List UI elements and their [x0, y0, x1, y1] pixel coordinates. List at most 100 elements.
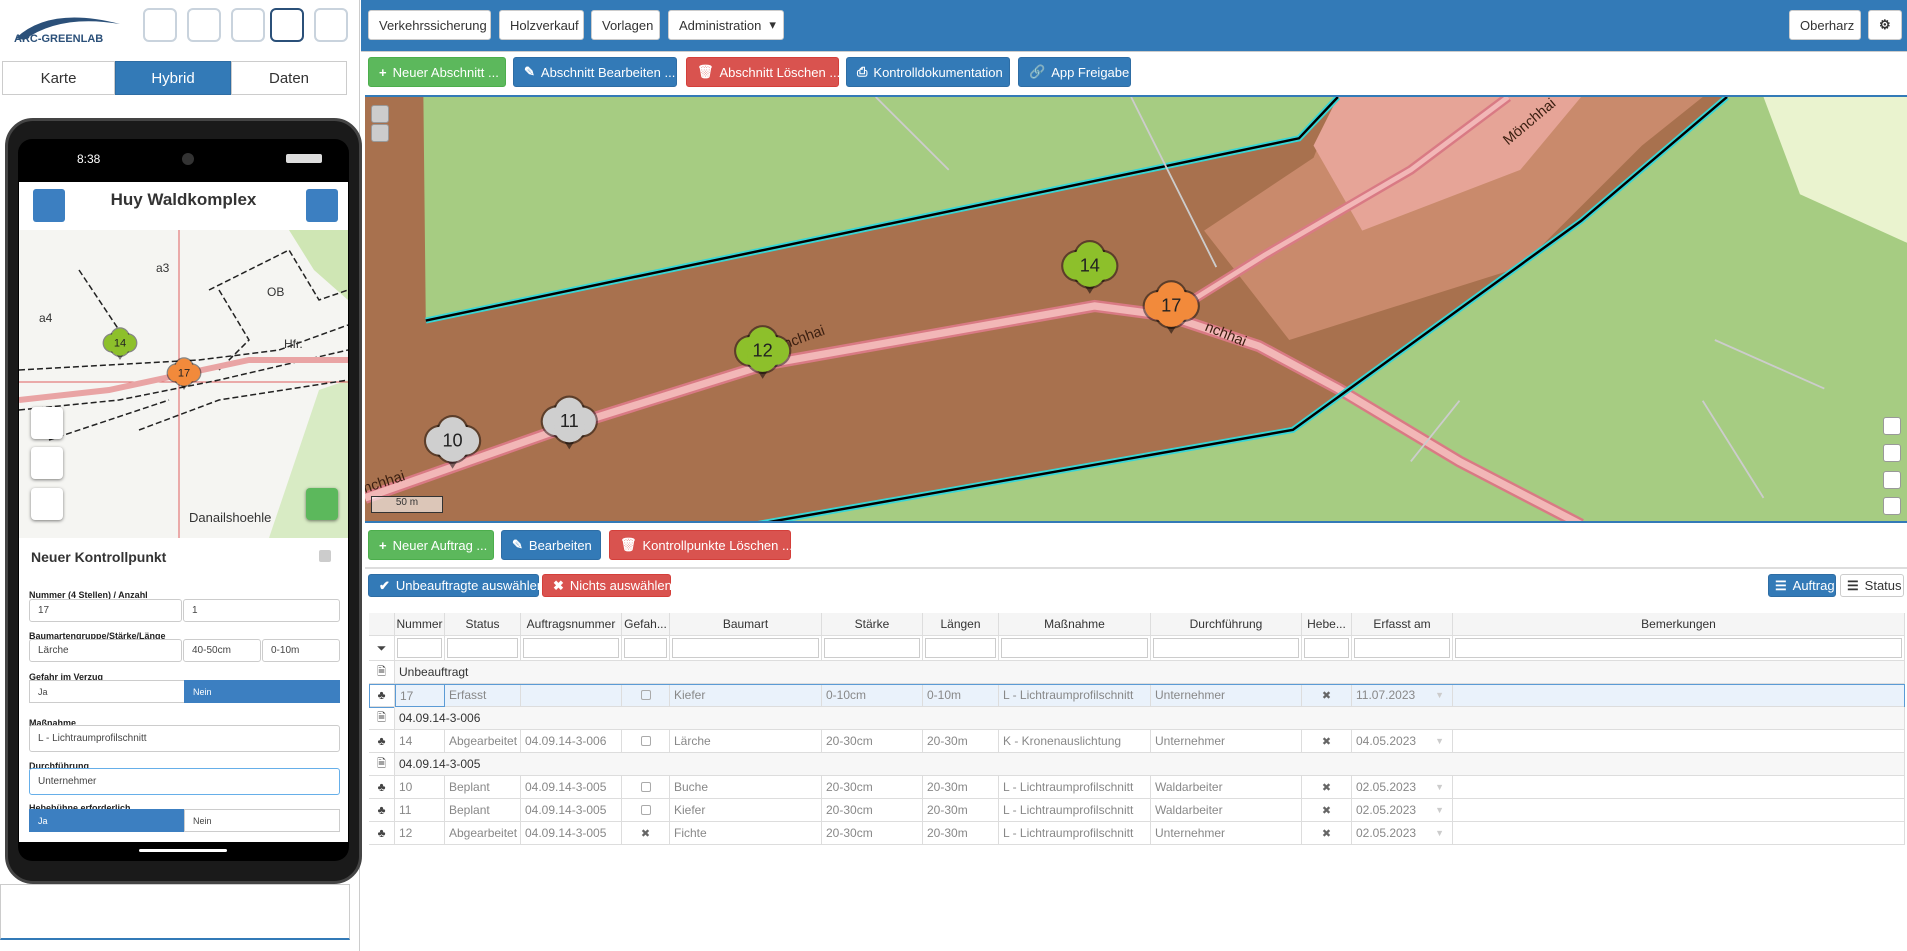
toolbar-button[interactable]: Abschnitt Löschen ... [686, 57, 840, 87]
close-button[interactable] [319, 550, 331, 562]
marker[interactable]: 17 [166, 357, 202, 390]
table-cell[interactable] [1302, 684, 1352, 707]
form-input[interactable]: Unternehmer [29, 768, 340, 795]
table-cell[interactable]: L - Lichtraumprofilschnitt [999, 776, 1151, 799]
table-cell[interactable]: Erfasst [445, 684, 521, 707]
toolbar-button[interactable]: Abschnitt Bearbeiten ... [513, 57, 677, 87]
table-cell[interactable]: 11.07.2023 [1352, 684, 1453, 707]
filter-input[interactable] [397, 638, 442, 658]
form-input[interactable]: 40-50cm [183, 639, 261, 662]
table-cell[interactable] [622, 776, 670, 799]
menu-button[interactable] [33, 189, 65, 222]
nav-button[interactable]: Verkehrssicherung [368, 10, 491, 40]
table-cell[interactable]: 11 [395, 799, 445, 822]
table-cell[interactable] [1302, 730, 1352, 753]
view-tab[interactable]: Daten [231, 61, 347, 95]
table-cell[interactable]: Fichte [670, 822, 822, 845]
form-input[interactable]: L - Lichtraumprofilschnitt [29, 725, 340, 752]
view-tab[interactable]: Hybrid [115, 61, 231, 95]
form-input[interactable]: 17 [29, 599, 182, 622]
filter-input[interactable] [1153, 638, 1299, 658]
module-button[interactable] [231, 8, 265, 42]
table-cell[interactable]: 20-30cm [822, 776, 923, 799]
toggle-option[interactable]: Ja [29, 680, 185, 703]
filter-input[interactable] [1354, 638, 1450, 658]
table-cell[interactable]: 04.05.2023 [1352, 730, 1453, 753]
map-tool[interactable] [1883, 497, 1901, 515]
filter-input[interactable] [1455, 638, 1902, 658]
map[interactable]: Mönchhai Mönchhai nchhai nchhai 14 17 12 11 10 5… [365, 95, 1907, 523]
table-cell[interactable] [622, 799, 670, 822]
table-cell[interactable] [1453, 822, 1905, 845]
table-cell[interactable]: Kiefer [670, 684, 822, 707]
marker[interactable]: 14 [102, 327, 138, 360]
filter-input[interactable] [1304, 638, 1349, 658]
filter-input[interactable] [824, 638, 920, 658]
action-button[interactable]: Kontrollpunkte Löschen ... [609, 530, 793, 560]
table-cell[interactable]: 20-30cm [822, 822, 923, 845]
toggle-option[interactable]: Nein [184, 809, 340, 832]
view-toggle[interactable]: Auftrag [1768, 574, 1836, 597]
table-cell[interactable] [622, 822, 670, 845]
table-cell[interactable] [1453, 776, 1905, 799]
table-cell[interactable]: 20-30m [923, 822, 999, 845]
nav-button[interactable]: Vorlagen [591, 10, 660, 40]
view-toggle[interactable]: Status [1840, 574, 1904, 597]
module-button[interactable] [187, 8, 221, 42]
table-cell[interactable]: 20-30cm [822, 799, 923, 822]
form-input[interactable]: 1 [183, 599, 340, 622]
map-tool[interactable] [1883, 444, 1901, 462]
table-cell[interactable]: Lärche [670, 730, 822, 753]
phone-map[interactable]: a3 a4 OB Hfr. Danailshoehle 14 17 [19, 230, 348, 538]
table-cell[interactable]: 12 [395, 822, 445, 845]
table-cell[interactable] [1453, 730, 1905, 753]
form-input[interactable]: Lärche [29, 639, 182, 662]
table-cell[interactable] [622, 684, 670, 707]
filter-input[interactable] [1001, 638, 1148, 658]
filter-input[interactable] [624, 638, 667, 658]
table-cell[interactable] [1453, 684, 1905, 707]
nav-button[interactable]: Administration [668, 10, 784, 40]
filter-input[interactable] [523, 638, 619, 658]
selection-button[interactable]: Nichts auswählen [542, 574, 672, 597]
table-cell[interactable]: 02.05.2023 [1352, 822, 1453, 845]
marker[interactable]: 12 [733, 325, 792, 379]
table-cell[interactable]: Beplant [445, 776, 521, 799]
table-cell[interactable] [1302, 776, 1352, 799]
filter-input[interactable] [447, 638, 518, 658]
marker[interactable]: 17 [1142, 280, 1200, 334]
add-button[interactable] [306, 488, 338, 520]
table-cell[interactable]: 02.05.2023 [1352, 776, 1453, 799]
toolbar-button[interactable]: App Freigabe [1018, 57, 1131, 87]
table-cell[interactable]: Unternehmer [1151, 822, 1302, 845]
table-cell[interactable]: 17 [395, 684, 445, 707]
map-tool[interactable] [1883, 417, 1901, 435]
table-cell[interactable]: K - Kronenauslichtung [999, 730, 1151, 753]
marker[interactable]: 10 [423, 414, 482, 469]
filter-input[interactable] [672, 638, 819, 658]
settings-button[interactable] [306, 189, 338, 222]
toggle-option[interactable]: Ja [29, 809, 185, 832]
filter-input[interactable] [925, 638, 996, 658]
map-control[interactable] [31, 447, 63, 479]
form-input[interactable]: 0-10m [262, 639, 340, 662]
table-cell[interactable]: 0-10m [923, 684, 999, 707]
table-cell[interactable]: Unternehmer [1151, 684, 1302, 707]
table-cell[interactable]: Waldarbeiter [1151, 776, 1302, 799]
selection-button[interactable]: Unbeauftragte auswählen [368, 574, 544, 597]
view-tab[interactable]: Karte [2, 61, 115, 95]
table-cell[interactable] [521, 684, 622, 707]
table-cell[interactable]: 04.09.14-3-006 [521, 730, 622, 753]
table-cell[interactable]: 04.09.14-3-005 [521, 799, 622, 822]
table-cell[interactable]: Unternehmer [1151, 730, 1302, 753]
table-cell[interactable]: 04.09.14-3-005 [521, 776, 622, 799]
zoom-out[interactable] [371, 124, 389, 142]
table-cell[interactable]: 20-30cm [822, 730, 923, 753]
action-button[interactable]: Neuer Auftrag ... [368, 530, 494, 560]
table-cell[interactable]: Buche [670, 776, 822, 799]
map-control[interactable] [31, 407, 63, 439]
table-cell[interactable]: Beplant [445, 799, 521, 822]
marker[interactable]: 14 [1061, 240, 1119, 294]
nav-button[interactable]: Holzverkauf [499, 10, 584, 40]
map-control[interactable] [31, 488, 63, 520]
